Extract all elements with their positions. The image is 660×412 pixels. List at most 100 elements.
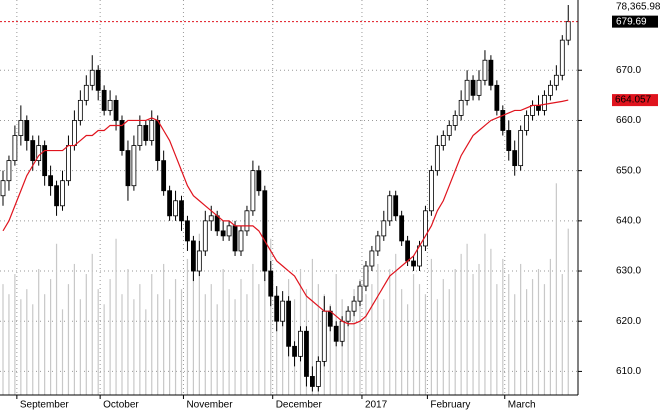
volume-bar xyxy=(508,274,510,395)
volume-bar xyxy=(537,268,540,395)
volume-bar xyxy=(412,274,415,395)
volume-bar xyxy=(436,299,438,395)
volume-bar xyxy=(246,294,248,395)
volume-bar xyxy=(317,284,319,395)
candle-body xyxy=(524,115,529,131)
volume-bar xyxy=(198,233,200,395)
candle-body xyxy=(351,300,357,312)
y-tick-label: 670.0 xyxy=(616,65,641,76)
volume-bar xyxy=(115,238,117,395)
candle-body xyxy=(494,84,500,111)
volume-bar xyxy=(234,299,236,395)
candle-body xyxy=(77,99,83,121)
candle-body xyxy=(440,135,446,146)
volume-bar xyxy=(252,263,254,395)
volume-bar xyxy=(109,279,111,395)
volume-bar xyxy=(2,284,4,395)
volume-bar xyxy=(85,274,87,395)
candle-body xyxy=(89,69,95,86)
volume-bar xyxy=(567,228,569,395)
volume-bar xyxy=(258,284,260,395)
volume-bar xyxy=(79,299,81,395)
candle-body xyxy=(131,145,137,187)
candle-body xyxy=(309,376,315,387)
candle-body xyxy=(464,79,470,101)
candle-body xyxy=(18,120,24,136)
volume-bar xyxy=(472,274,474,395)
volume-bar xyxy=(50,279,52,395)
volume-bar xyxy=(424,294,427,395)
candle-body xyxy=(292,345,297,357)
volume-bar xyxy=(97,289,99,395)
candle-body xyxy=(54,185,59,207)
candle-body xyxy=(232,225,238,252)
volume-bar xyxy=(151,274,153,395)
volume-bar xyxy=(531,279,534,395)
volume-bar xyxy=(276,294,278,395)
volume-bar xyxy=(204,294,206,395)
volume-bar xyxy=(383,299,385,395)
volume-bar xyxy=(264,274,266,395)
volume-bar xyxy=(222,268,224,395)
candle-body xyxy=(506,130,512,151)
candle-body xyxy=(36,145,42,162)
candle-body xyxy=(428,170,434,212)
volume-bar xyxy=(490,248,492,395)
candle-body xyxy=(518,130,524,167)
volume-bar xyxy=(157,294,159,395)
x-tick-label: October xyxy=(103,400,139,411)
volume-bar xyxy=(311,258,313,395)
candle-body xyxy=(333,325,339,342)
volume-bar xyxy=(389,268,391,395)
candle-body xyxy=(244,210,250,232)
volume-bar xyxy=(353,289,355,395)
candle-body xyxy=(72,120,77,146)
candle-body xyxy=(24,120,30,141)
volume-bar xyxy=(430,258,432,395)
candle-body xyxy=(149,120,155,141)
volume-bar xyxy=(145,309,147,395)
volume-bar xyxy=(67,284,70,395)
volume-bar xyxy=(186,258,189,395)
candle-body xyxy=(434,145,440,172)
x-tick-label: February xyxy=(430,400,470,411)
candle-body xyxy=(548,84,553,96)
candle-body xyxy=(315,360,321,387)
volume-bar xyxy=(20,299,22,395)
x-tick-label: November xyxy=(186,400,233,411)
volume-bar xyxy=(496,284,498,395)
candle-body xyxy=(179,200,184,222)
candle-body xyxy=(381,220,387,237)
candle-body xyxy=(369,250,375,267)
volume-bar xyxy=(192,274,194,395)
volume-bar xyxy=(32,304,34,395)
candle-body xyxy=(185,220,190,242)
candle-body xyxy=(500,110,506,131)
volume-bar xyxy=(371,284,373,395)
candle-body xyxy=(220,230,226,237)
candle-body xyxy=(321,310,327,362)
y-tick-label: 620.0 xyxy=(616,316,641,327)
volume-bar xyxy=(180,289,183,395)
volume-bar xyxy=(127,268,129,395)
volume-bar xyxy=(377,263,379,395)
volume-bar xyxy=(347,309,349,395)
volume-bar xyxy=(543,284,546,395)
volume-bar xyxy=(174,279,177,395)
volume-bar xyxy=(555,183,557,395)
volume-bar xyxy=(526,289,528,395)
ma-label: 664.057 xyxy=(615,95,652,106)
candle-body xyxy=(387,195,393,222)
candle-body xyxy=(42,145,48,177)
candle-body xyxy=(66,145,71,182)
volume-bar xyxy=(169,299,171,395)
candle-body xyxy=(327,310,333,327)
candle-body xyxy=(423,210,428,247)
candle-body xyxy=(208,215,214,222)
candle-body xyxy=(125,150,131,187)
moving-average xyxy=(2,99,569,325)
candle-body xyxy=(173,200,178,217)
volume-bar xyxy=(38,268,40,395)
candle-body xyxy=(553,74,559,86)
